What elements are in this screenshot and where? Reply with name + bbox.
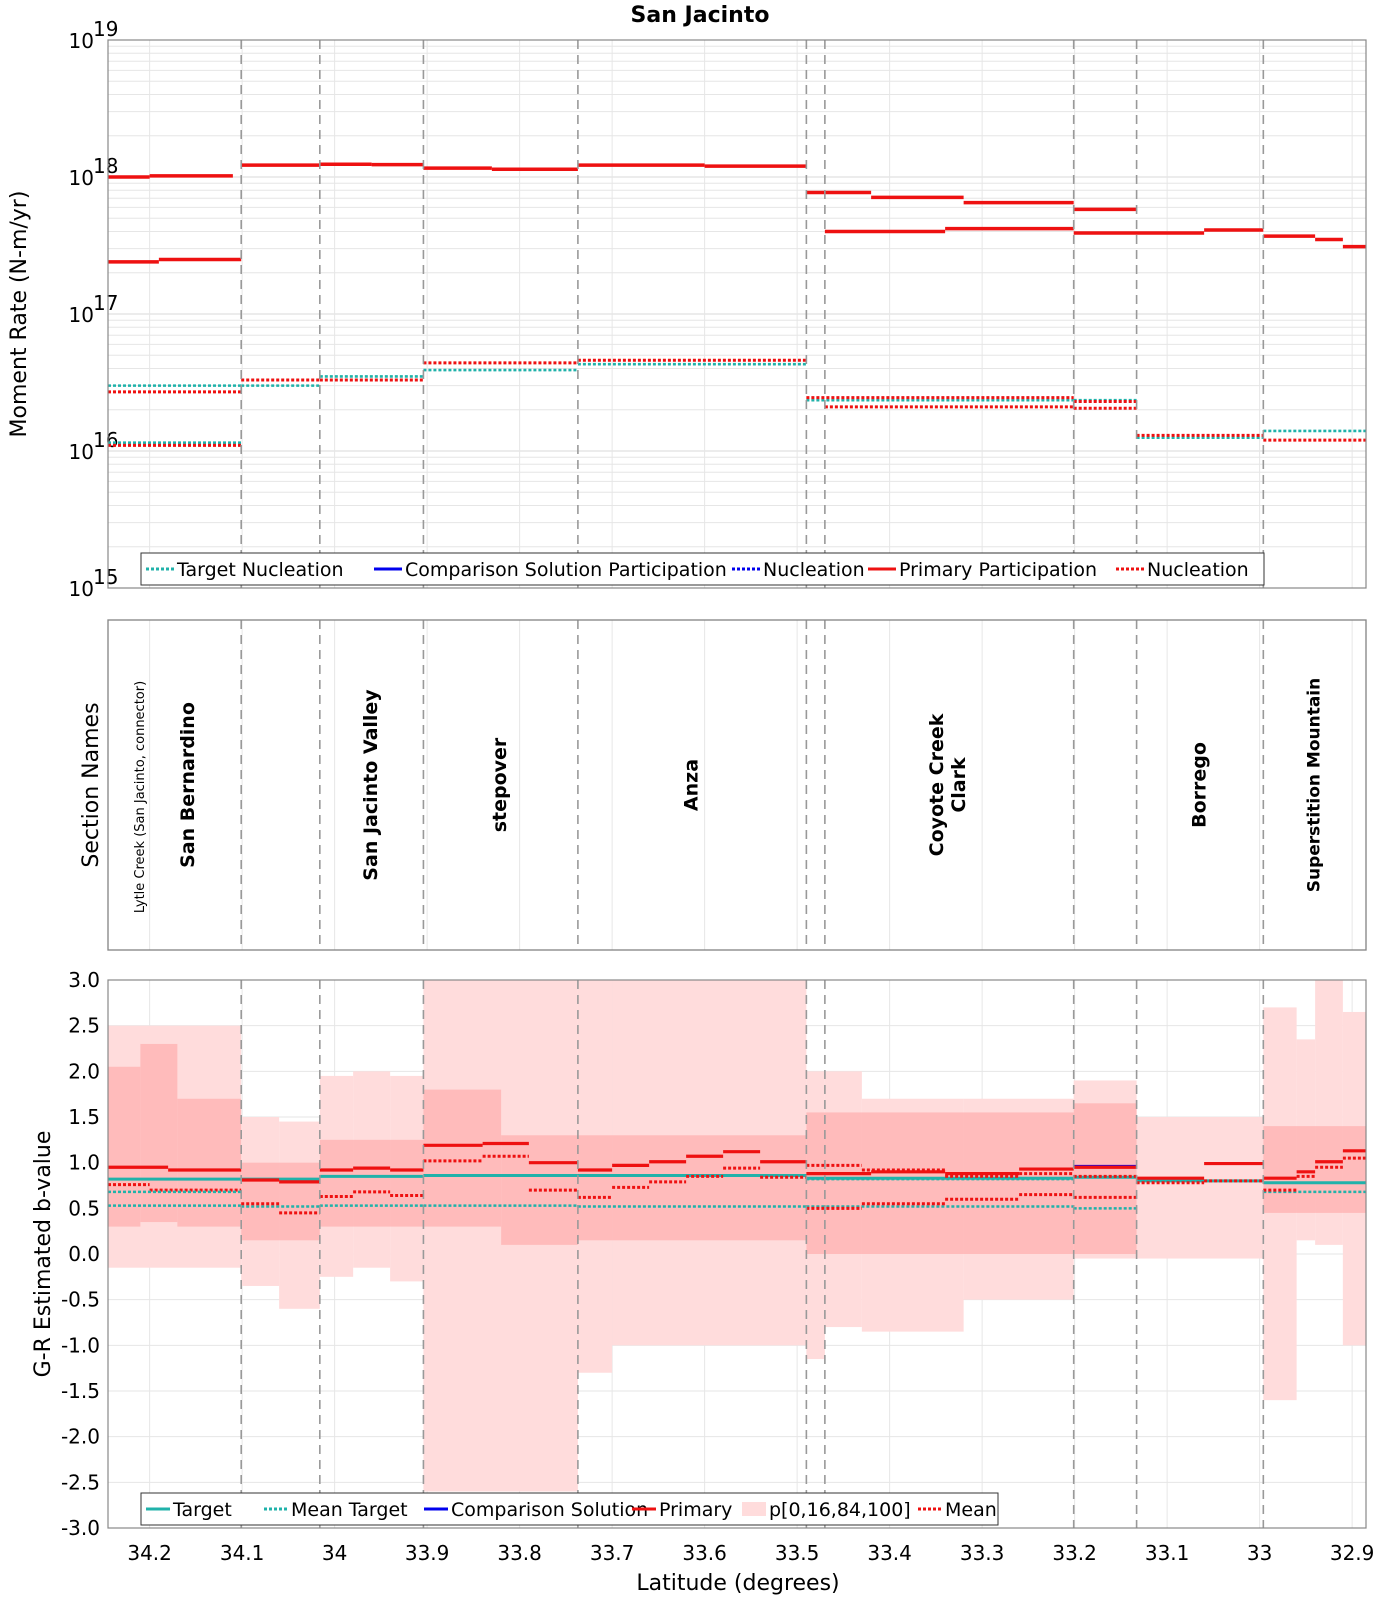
section-name-label: Anza [681,759,703,811]
x-tick-label: 33.4 [867,1541,912,1565]
legend-label: Nucleation [1147,559,1249,581]
y-tick-label: 10 [69,303,94,327]
y-tick-exponent: 19 [93,17,118,41]
section-name-label: Lytle Creek (San Jacinto, connector) [133,681,148,913]
percentile-band-inner [319,1139,424,1227]
y-axis-label-b-value: G-R Estimated b-value [31,1131,56,1378]
x-axis-label: Latitude (degrees) [636,1571,839,1596]
legend-label: Mean [945,1499,997,1521]
section-frame [107,619,1367,951]
legend-label: Mean Target [291,1499,408,1521]
y-tick-label: -1.0 [61,1333,100,1357]
y-tick-label: 2.0 [68,1059,100,1083]
y-tick-label: -3.0 [61,1516,100,1540]
y-tick-label: 0.0 [68,1242,100,1266]
legend-label: Target Nucleation [176,559,344,581]
percentile-band-inner [577,1135,807,1241]
b-value-panel: 3.0 2.5 2.0 1.5 1.0 0.5 0.0 -0.5 -1.0 -1.5 -2.0 -2.… [31,968,1374,1565]
y-tick-exponent: 17 [93,291,118,315]
chart-title: San Jacinto [631,3,770,28]
x-tick-label: 33.3 [960,1541,1005,1565]
y-tick-label: 2.5 [68,1014,100,1038]
percentile-band-inner [1263,1126,1366,1213]
legend-patch-icon [742,1502,766,1516]
percentile-band-inner [108,1066,141,1227]
y-tick-label: -1.5 [61,1379,100,1403]
legend-box [140,1492,999,1526]
section-name-label: San Jacinto Valley [360,689,382,881]
y-tick-label: 10 [69,29,94,53]
legend-label: Comparison Solution [451,1499,648,1521]
section-name-label: Coyote Creek [926,713,948,856]
legend-label: Nucleation [763,559,865,581]
y-tick-label: 10 [69,166,94,190]
legend-label: Target [172,1499,232,1521]
y-tick-label: 0.5 [68,1196,100,1220]
x-tick-label: 33.8 [497,1541,542,1565]
plot-frame [107,979,1367,1529]
section-name-label: stepover [489,737,511,832]
section-name-label: Superstition Mountain [1305,678,1325,892]
legend-label: Comparison Solution Participation [405,559,727,581]
y-tick-label: 10 [69,577,94,601]
percentile-band-inner [806,1112,1074,1254]
section-name-label: Borrego [1188,742,1210,828]
section-names-panel: Section Names Lytle Creek (San Jacinto, c… [79,619,1367,951]
y-axis-label-moment-rate: Moment Rate (N-m/yr) [7,191,32,438]
y-tick-label: 10 [69,440,94,464]
legend-label: Primary [659,1499,732,1521]
x-tick-label: 32.9 [1330,1541,1375,1565]
y-tick-label: 1.0 [68,1151,100,1175]
legend-label: Primary Participation [899,559,1097,581]
legend-label: p[0,16,84,100] [769,1499,911,1521]
y-tick-label: 1.5 [68,1105,100,1129]
percentile-band-outer [1136,1117,1264,1259]
y-tick-label: -0.5 [61,1288,100,1312]
legend-box [140,552,1265,586]
y-tick-exponent: 18 [93,154,118,178]
x-tick-label: 33.6 [682,1541,727,1565]
plot-frame [107,39,1367,589]
y-tick-label: 3.0 [68,968,100,992]
percentile-band-inner [423,1089,502,1227]
y-tick-label: -2.5 [61,1470,100,1494]
percentile-band-inner [140,1043,178,1223]
percentile-band-inner [177,1098,242,1227]
x-tick-label: 33.2 [1052,1541,1097,1565]
x-tick-label: 34 [322,1541,347,1565]
section-name-label: San Bernardino [177,702,199,868]
legend-b-value: Target Mean Target Comparison Solution Prim… [140,1492,999,1526]
x-tick-label: 33.5 [775,1541,820,1565]
y-tick-label: -2.0 [61,1425,100,1449]
x-tick-label: 33.1 [1145,1541,1190,1565]
y-axis-label-section-names: Section Names [79,702,104,867]
legend-moment-rate: Target Nucleation Comparison Solution Par… [140,552,1265,586]
plot-frame [107,619,1367,951]
y-tick-exponent: 16 [93,428,118,452]
x-tick-label: 33 [1247,1541,1272,1565]
x-tick-label: 33.9 [405,1541,450,1565]
x-tick-label: 34.2 [127,1541,172,1565]
percentile-band-inner [241,1162,320,1241]
x-tick-label: 33.7 [590,1541,635,1565]
x-tick-label: 34.1 [220,1541,265,1565]
section-name-label: Clark [948,757,970,813]
y-tick-exponent: 15 [93,565,118,589]
